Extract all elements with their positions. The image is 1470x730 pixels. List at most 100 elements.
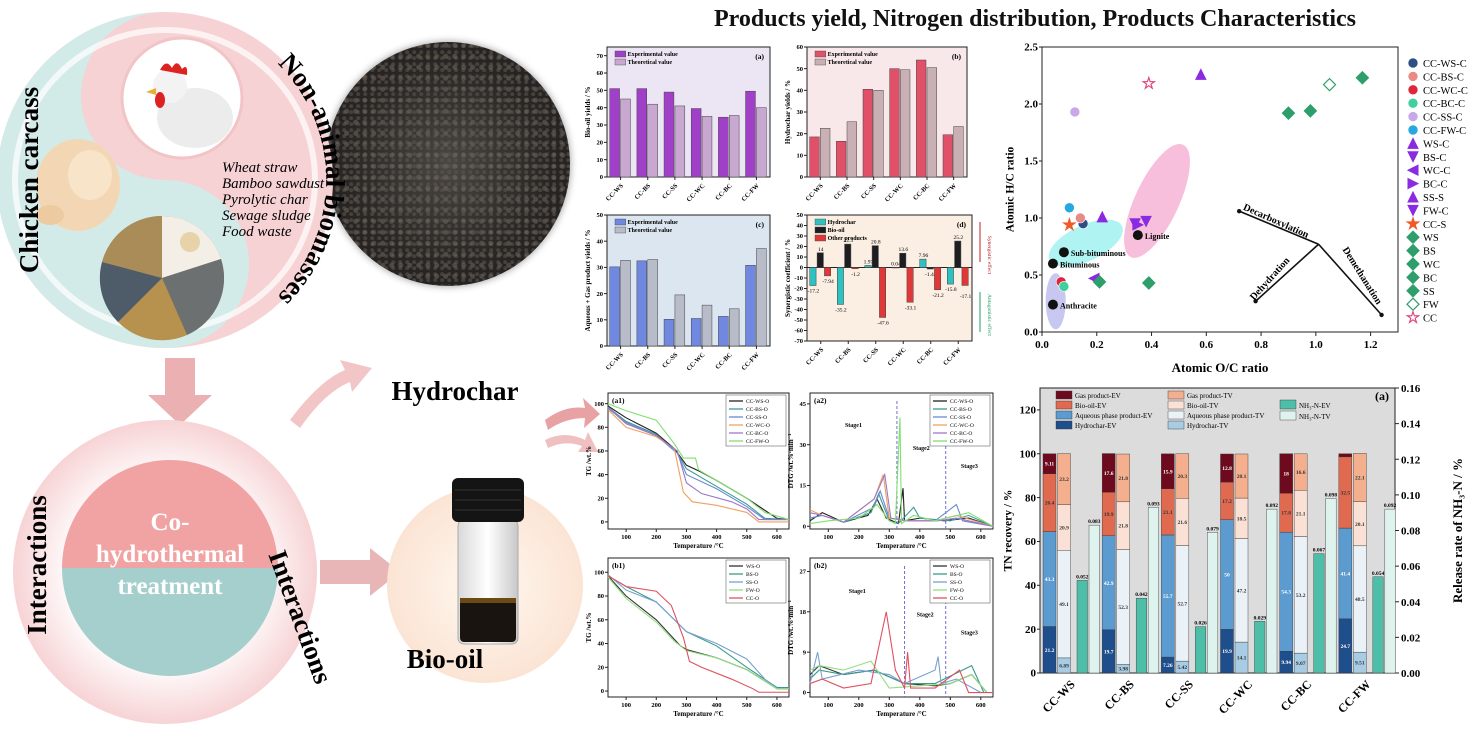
bar-experimental-value	[636, 88, 648, 178]
arrowhead-icon	[1236, 208, 1242, 214]
bar-experimental-value	[609, 266, 620, 347]
legend-label: CC-FW-O	[950, 439, 973, 445]
coal-label: Lignite	[1145, 232, 1170, 241]
y-tick-label: 120	[1020, 405, 1037, 417]
data-label: 0.067	[1313, 548, 1326, 554]
x-tick-label: CC-BC	[916, 346, 936, 366]
legend-swatch	[1167, 390, 1185, 400]
x-tick-label: 300	[682, 702, 692, 709]
x-tick-label: 0.4	[1145, 339, 1159, 351]
y-tick-label: -40	[794, 307, 803, 314]
y-tick-label: 60	[598, 617, 605, 624]
data-label: 0.04	[891, 261, 901, 267]
panel-label: (a)	[1375, 389, 1389, 403]
nh3-bar-tv	[1266, 508, 1278, 674]
series-line-bs-o	[809, 664, 985, 693]
legend-label: CC-O	[746, 596, 759, 602]
panel-label: (b2)	[814, 561, 827, 570]
segment-label: 21.8	[1118, 524, 1128, 530]
data-label: -33.1	[905, 305, 917, 311]
point-ws	[1281, 106, 1296, 120]
data-label: 0.093	[1147, 501, 1160, 507]
y-tick-label: 60	[598, 448, 605, 455]
segment-label: 54.3	[1281, 590, 1291, 596]
point-fw-c	[1140, 215, 1152, 228]
legend-swatch	[814, 50, 827, 58]
x-tick-label: CC-BS	[833, 182, 852, 201]
stack-segment-gas-product-ev	[1161, 453, 1175, 489]
legend-marker	[1405, 309, 1421, 324]
bar-hydrochar	[809, 267, 817, 286]
series-line-cc-wc-o	[607, 409, 789, 523]
data-label: 25.2	[953, 235, 963, 241]
data-label: -15.8	[945, 287, 957, 293]
x-tick-label: 600	[772, 702, 782, 709]
bar-hydrochar	[892, 267, 899, 269]
legend-label: FW-O	[746, 588, 760, 594]
y2-tick-label: 0.14	[1401, 419, 1421, 431]
bio-oil-label: Bio-oil	[407, 644, 484, 674]
y-tick-label: 80	[598, 593, 605, 600]
point-ss	[1355, 70, 1370, 85]
y-tick-label: -10	[794, 275, 803, 282]
bar-theoretical-value	[820, 128, 831, 178]
bar-theoretical-value	[756, 248, 767, 347]
legend-label: BC-C	[1423, 180, 1448, 191]
y-tick-label: 27	[800, 569, 807, 576]
biomass-item: Bamboo sawdust	[222, 176, 325, 192]
biomass-item: Sewage sludge	[222, 208, 311, 224]
data-label: 0.092	[1384, 503, 1397, 509]
y-tick-label: 20	[797, 244, 804, 251]
segment-label: 21.2	[1045, 648, 1055, 654]
nh3-bar-ev	[1313, 553, 1325, 674]
coal-label: Bituminous	[1060, 261, 1100, 270]
y2-tick-label: 0.04	[1401, 597, 1421, 609]
legend-swatch	[1055, 410, 1073, 420]
y-tick-label: 60	[797, 44, 804, 51]
plot-area	[606, 46, 771, 178]
stack-segment-gas-product-ev	[1220, 453, 1234, 483]
legend-label: CC-BC-O	[950, 431, 972, 437]
legend-swatch	[1279, 410, 1297, 421]
segment-label: 12.8	[1222, 466, 1232, 472]
x-tick-label: CC-SS	[1162, 677, 1197, 712]
bar-hydrochar	[947, 267, 954, 285]
biomass-item: Wheat straw	[222, 160, 297, 176]
y-tick-label: 10	[597, 317, 604, 324]
x-tick-label: 600	[976, 534, 986, 541]
stack-segment-gas-product-tv	[1175, 453, 1190, 499]
y-tick-label: 80	[598, 424, 605, 431]
bar-other-products	[961, 267, 969, 286]
y-tick-label: 40	[797, 88, 804, 95]
y-tick-label: 10	[797, 254, 804, 261]
legend-swatch	[1167, 420, 1185, 430]
segment-label: 24.7	[1341, 644, 1351, 650]
x-tick-label: 500	[945, 534, 955, 541]
y-axis-label: Synergistic coefficient / %	[784, 239, 792, 317]
antagonistic-effect-label: Antagonistic effect	[986, 294, 993, 336]
bar-bio-oil	[954, 240, 962, 268]
legend-label: Theoretical value	[828, 60, 873, 66]
stage-label: Stage3	[961, 630, 978, 636]
segment-label: 19.7	[1104, 649, 1114, 655]
bar-experimental-value	[889, 68, 900, 178]
series-line-cc-o	[809, 611, 993, 694]
legend-label: CC-BS-C	[1423, 72, 1464, 83]
legend-label: Other products	[828, 236, 868, 242]
lignite-region	[1124, 143, 1190, 258]
x-tick-label: CC-WS	[605, 182, 626, 203]
bar-theoretical-value	[674, 105, 686, 178]
y2-tick-label: 0.12	[1401, 454, 1421, 466]
x-tick-label: 400	[712, 534, 722, 541]
y-tick-label: 100	[594, 569, 604, 576]
bar-bio-oil	[926, 267, 934, 270]
x-tick-label: CC-WC	[1216, 677, 1256, 717]
x-tick-label: CC-BC	[912, 182, 932, 202]
y-tick-label: 20	[597, 140, 604, 147]
nh3-bar-ev	[1135, 597, 1147, 674]
legend-box	[725, 394, 787, 447]
bar-experimental-value	[745, 265, 756, 347]
raw-chicken-illustration	[36, 139, 120, 231]
x-tick-label: 500	[742, 702, 752, 709]
x-tick-label: 100	[621, 534, 631, 541]
